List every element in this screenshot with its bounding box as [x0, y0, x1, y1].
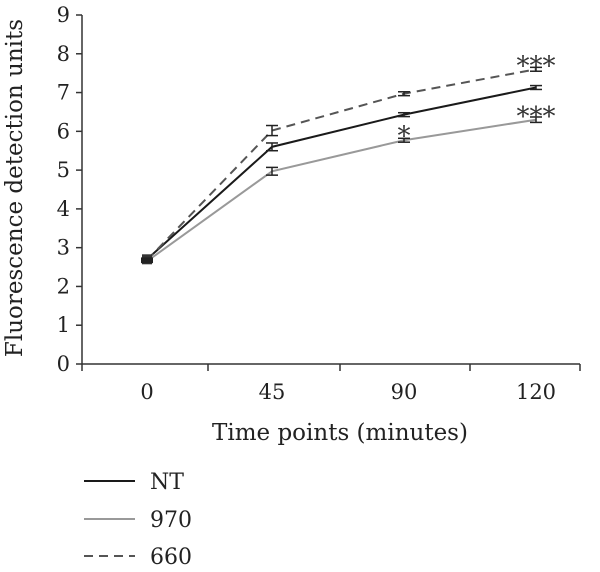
y-tick-label: 0: [57, 352, 70, 376]
y-tick-label: 2: [57, 274, 70, 298]
x-tick-label: 120: [516, 380, 556, 404]
x-tick-label: 45: [259, 380, 286, 404]
legend-label-660: 660: [150, 545, 192, 570]
error-bars: [141, 66, 542, 264]
y-tick-label: 7: [57, 81, 70, 105]
y-tick-label: 5: [57, 158, 70, 182]
significance-marker: ***: [517, 102, 556, 132]
series-line-970: [146, 118, 537, 263]
series-lines: [142, 68, 537, 265]
y-axis-title: Fluorescence detection units: [2, 19, 28, 357]
y-tick-label: 1: [57, 313, 70, 337]
series-line-NT: [146, 86, 537, 261]
y-tick-label: 8: [57, 42, 70, 66]
legend-label-970: 970: [150, 508, 192, 533]
x-tick-label: 0: [140, 380, 153, 404]
legend: NT 970 660: [84, 470, 192, 570]
significance-marker: *: [398, 121, 411, 151]
y-tick-label: 4: [57, 197, 70, 221]
significance-annotations: *******: [398, 52, 556, 152]
y-tick-label: 3: [57, 236, 70, 260]
significance-marker: ***: [517, 52, 556, 82]
legend-label-NT: NT: [150, 470, 184, 495]
series-line-660: [146, 68, 537, 261]
y-tick-label: 9: [57, 3, 70, 27]
y-tick-label: 6: [57, 119, 70, 143]
x-tick-label: 90: [391, 380, 418, 404]
x-axis-title: Time points (minutes): [212, 420, 468, 446]
